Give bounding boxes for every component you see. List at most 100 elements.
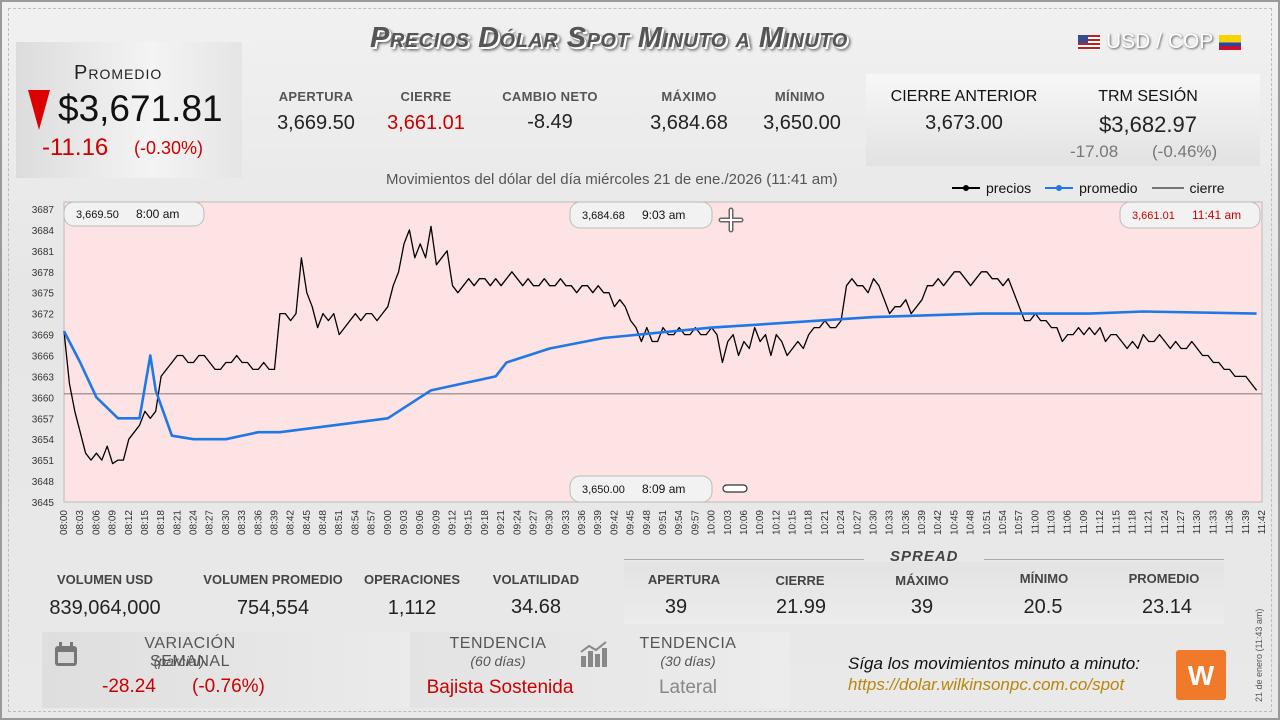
promedio-line bbox=[62, 310, 1257, 441]
x-tick-label: 10:27 bbox=[852, 510, 863, 535]
x-tick-label: 11:39 bbox=[1241, 510, 1252, 535]
tendencia30-value: Lateral bbox=[658, 677, 718, 698]
variacion-label: VARIACIÓN SEMANAL bbox=[144, 635, 236, 670]
promedio-pct: (-0.30%) bbox=[134, 138, 204, 158]
x-tick-label: 09:27 bbox=[528, 510, 539, 535]
spread-divider-left bbox=[624, 559, 864, 560]
x-tick-label: 08:54 bbox=[350, 510, 361, 535]
x-tick-label: 10:39 bbox=[917, 510, 928, 535]
y-tick-label: 3648 bbox=[32, 477, 55, 488]
trm-pct: (-0.46%) bbox=[1152, 142, 1218, 161]
calendar-icon bbox=[55, 642, 77, 666]
x-tick-label: 11:24 bbox=[1160, 510, 1171, 535]
follow-link[interactable]: https://dolar.wilkinsonpc.com.co/spot bbox=[848, 675, 1125, 694]
x-tick-label: 10:45 bbox=[949, 510, 960, 535]
y-tick-label: 3666 bbox=[32, 351, 55, 362]
tendencia30-sub: (30 días) bbox=[660, 653, 716, 669]
x-tick-label: 11:09 bbox=[1079, 510, 1090, 535]
x-tick-label: 09:15 bbox=[464, 510, 475, 535]
precios-line bbox=[63, 225, 1258, 465]
x-tick-label: 08:57 bbox=[367, 510, 378, 535]
x-tick-label: 09:36 bbox=[577, 510, 588, 535]
follow-text: Síga los movimientos minuto a minuto: bbox=[848, 654, 1140, 673]
volatilidad-value: 34.68 bbox=[510, 596, 562, 618]
x-tick-label: 08:48 bbox=[318, 510, 329, 535]
wilkinson-logo[interactable]: W bbox=[1176, 650, 1226, 700]
reference-panel bbox=[866, 74, 1260, 166]
annot-max: 3,684.68 9:03 am bbox=[569, 201, 713, 229]
down-arrow-icon bbox=[28, 90, 50, 130]
x-tick-label: 10:54 bbox=[998, 510, 1009, 535]
promedio-panel bbox=[16, 42, 242, 178]
x-tick-label: 10:48 bbox=[966, 510, 977, 535]
trm-label: TRM SESIÓN bbox=[1098, 88, 1198, 105]
x-tick-label: 10:18 bbox=[804, 510, 815, 535]
promedio-change: -11.16 bbox=[42, 134, 109, 161]
x-tick-label: 09:45 bbox=[626, 510, 637, 535]
x-tick-label: 10:15 bbox=[788, 510, 799, 535]
x-tick-label: 11:12 bbox=[1095, 510, 1106, 535]
legend-promedio-swatch bbox=[1045, 185, 1074, 191]
stat-cambio-label: CAMBIO NETO bbox=[502, 89, 598, 104]
variacion-sub: (parcial) bbox=[153, 653, 205, 669]
y-tick-label: 3678 bbox=[32, 268, 55, 279]
x-tick-label: 08:27 bbox=[205, 510, 216, 535]
x-tick-label: 09:30 bbox=[545, 510, 556, 535]
x-tick-label: 10:09 bbox=[755, 510, 766, 535]
stat-cambio-value: -8.49 bbox=[527, 111, 573, 133]
y-tick-label: 3669 bbox=[32, 331, 55, 342]
y-tick-label: 3660 bbox=[32, 393, 55, 404]
x-tick-label: 11:06 bbox=[1063, 510, 1074, 535]
variacion-value: -28.24 bbox=[102, 676, 156, 697]
x-tick-label: 10:30 bbox=[868, 510, 879, 535]
x-tick-label: 08:45 bbox=[302, 510, 313, 535]
annot-max-value: 3,684.68 bbox=[582, 210, 625, 222]
annot-last-bg bbox=[1119, 201, 1261, 229]
plot-area bbox=[63, 201, 1263, 503]
spread-minimo-label: MÍNIMO bbox=[1019, 571, 1069, 586]
annot-max-bg bbox=[569, 201, 713, 229]
legend-cierre-swatch bbox=[1151, 187, 1184, 189]
x-tick-label: 09:42 bbox=[609, 510, 620, 535]
volumen-usd-label: VOLUMEN USD bbox=[56, 572, 154, 587]
side-date: 21 de enero (11:43 am) bbox=[1254, 608, 1264, 702]
x-tick-label: 09:57 bbox=[690, 510, 701, 535]
x-tick-label: 08:03 bbox=[75, 510, 86, 535]
stat-cierre-label: CIERRE bbox=[400, 89, 452, 104]
x-tick-label: 10:36 bbox=[901, 510, 912, 535]
stat-apertura-value: 3,669.50 bbox=[277, 112, 355, 134]
spread-apertura-label: APERTURA bbox=[647, 572, 721, 587]
annot-min-value: 3,650.00 bbox=[582, 484, 625, 496]
y-tick-label: 3654 bbox=[32, 435, 55, 446]
legend-precios-label: precios bbox=[986, 180, 1032, 196]
stat-minimo-label: MÍNIMO bbox=[774, 89, 826, 104]
x-tick-label: 09:18 bbox=[480, 510, 491, 535]
x-tick-label: 10:03 bbox=[723, 510, 734, 535]
x-tick-label: 09:54 bbox=[674, 510, 685, 535]
x-tick-label: 09:24 bbox=[512, 510, 523, 535]
volumen-usd-value: 839,064,000 bbox=[49, 597, 161, 619]
x-tick-label: 11:03 bbox=[1047, 510, 1058, 535]
scroll-handle bbox=[722, 484, 748, 493]
spread-divider-right bbox=[984, 559, 1224, 560]
x-tick-label: 08:06 bbox=[91, 510, 102, 535]
annot-open: 3,669.50 8:00 am bbox=[63, 201, 205, 227]
x-tick-label: 10:12 bbox=[771, 510, 782, 535]
trm-change: -17.08 bbox=[1070, 142, 1119, 161]
x-tick-label: 10:06 bbox=[739, 510, 750, 535]
x-tick-label: 08:09 bbox=[108, 510, 119, 535]
x-tick-label: 10:24 bbox=[836, 510, 847, 535]
legend-precios-swatch bbox=[952, 185, 980, 191]
volatilidad-label: VOLATILIDAD bbox=[492, 572, 580, 587]
tendencia30-label: TENDENCIA bbox=[639, 635, 737, 652]
x-tick-label: 08:24 bbox=[189, 510, 200, 535]
x-tick-label: 10:00 bbox=[707, 510, 718, 535]
currency-pair: USD / COP bbox=[1078, 30, 1242, 54]
x-tick-label: 08:33 bbox=[237, 510, 248, 535]
price-chart[interactable]: 3645 3648 3651 3654 3657 3660 3663 3666 3669 3672… bbox=[2, 198, 1280, 558]
stat-maximo-label: MÁXIMO bbox=[661, 89, 717, 104]
y-tick-label: 3672 bbox=[32, 310, 55, 321]
y-tick-label: 3687 bbox=[32, 205, 55, 216]
y-tick-label: 3675 bbox=[32, 289, 55, 300]
x-tick-label: 11:21 bbox=[1144, 510, 1155, 535]
